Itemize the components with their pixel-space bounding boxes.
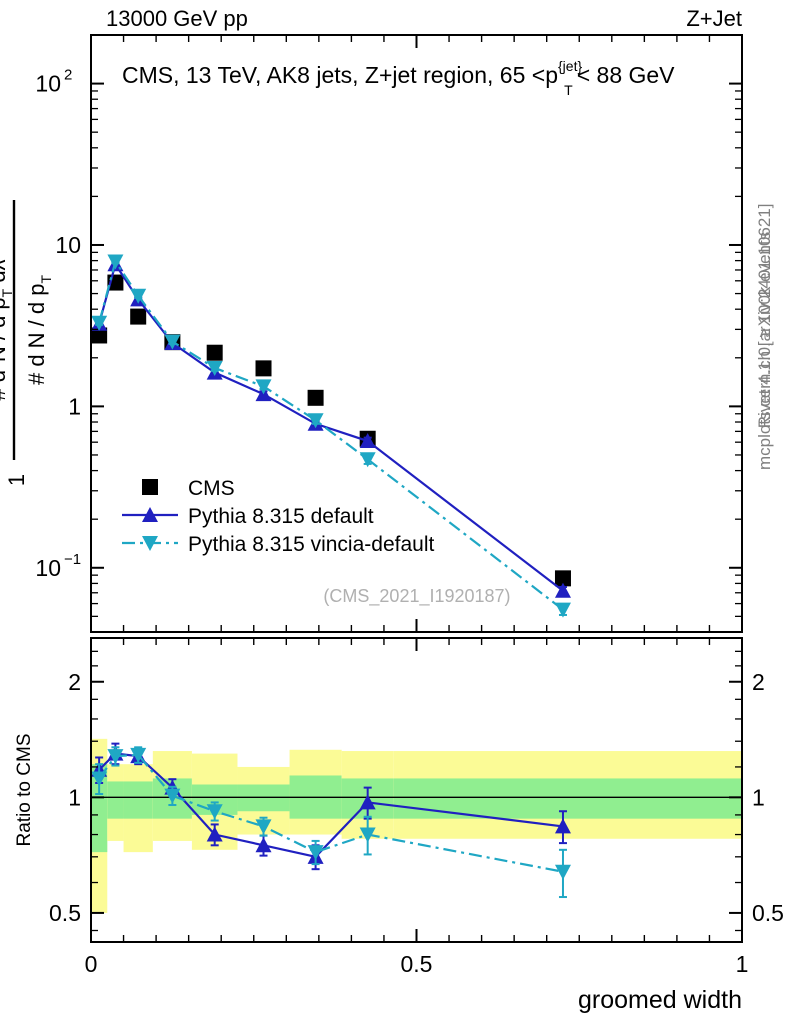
marker-triangle-down	[91, 315, 108, 331]
y-tick-exponent: 2	[64, 67, 72, 84]
marker-triangle-down	[107, 749, 124, 765]
y-tick-label: 10	[55, 232, 81, 258]
legend-item-3[interactable]: Pythia 8.315 vincia-default	[122, 533, 434, 556]
marker-square	[142, 479, 158, 495]
marker-triangle-down	[206, 804, 223, 820]
marker-triangle-up	[554, 582, 571, 598]
marker-square	[307, 389, 324, 406]
ratio-uncertainty-bands	[91, 738, 742, 913]
ratio-y-tick-label-right: 0.5	[752, 900, 784, 926]
y-label-rotated: # d2N / d pT dλ # d N / d pT 1	[0, 200, 54, 486]
series-3	[91, 254, 571, 618]
ratio-series-2	[91, 746, 571, 899]
marker-triangle-up	[255, 837, 272, 853]
header-left-label: 13000 GeV pp	[106, 6, 248, 31]
legend-item-2[interactable]: Pythia 8.315 default	[122, 505, 374, 528]
y-tick-label: 10	[35, 555, 61, 581]
marker-triangle-up	[142, 507, 158, 522]
marker-square	[255, 360, 272, 377]
marker-square	[206, 344, 223, 361]
marker-triangle-down	[359, 452, 376, 468]
analysis-id-watermark: (CMS_2021_I1920187)	[323, 586, 510, 607]
ratio-y-tick-label: 0.5	[49, 900, 81, 926]
series-line	[98, 258, 564, 611]
y-label-numerator: # d2N / d pT dλ	[0, 259, 15, 400]
marker-triangle-up	[359, 433, 376, 449]
ratio-y-tick-label-right: 1	[752, 784, 765, 810]
marker-triangle-up	[359, 794, 376, 810]
main-plot-frame	[90, 34, 743, 633]
marker-triangle-down	[91, 771, 108, 787]
band-inner	[123, 781, 153, 819]
marker-triangle-down	[107, 254, 124, 270]
band-inner	[91, 764, 108, 853]
marker-square	[91, 327, 108, 344]
marker-triangle-down	[130, 288, 147, 304]
x-tick-label: 0	[85, 951, 98, 977]
marker-triangle-down	[554, 864, 571, 880]
header-right-label: Z+Jet	[686, 6, 742, 31]
main-title: CMS, 13 TeV, AK8 jets, Z+jet region, 65 …	[122, 58, 675, 98]
band-inner	[107, 781, 124, 819]
rivet-version-label: Rivet 4.1.0, ≥ 100k events	[755, 232, 774, 428]
ratio-y-tick-label: 1	[68, 784, 81, 810]
y-tick-exponent: −1	[64, 551, 81, 568]
y-label-one: 1	[4, 474, 29, 486]
marker-triangle-down	[130, 747, 147, 763]
ratio-y-tick-label: 2	[68, 669, 81, 695]
marker-square	[130, 308, 147, 325]
marker-triangle-down	[164, 788, 181, 804]
marker-triangle-down	[554, 602, 571, 618]
y-tick-label: 1	[68, 393, 81, 419]
marker-triangle-up	[554, 818, 571, 834]
marker-triangle-down	[359, 827, 376, 843]
marker-triangle-down	[307, 845, 324, 861]
marker-triangle-down	[255, 819, 272, 835]
marker-triangle-up	[206, 826, 223, 842]
legend-label: Pythia 8.315 vincia-default	[188, 533, 434, 556]
x-tick-label: 0.5	[401, 951, 433, 977]
marker-triangle-down	[307, 413, 324, 429]
legend-label: CMS	[188, 477, 235, 500]
y-tick-label: 10	[35, 71, 61, 97]
mcplots-source-label: mcplots.cern.ch [arXiv:2401.10621]	[755, 204, 774, 470]
x-axis-label: groomed width	[578, 986, 742, 1014]
main-y-axis-label: # d2N / d pT dλ # d N / d pT 1	[0, 200, 54, 486]
x-tick-label: 1	[736, 951, 749, 977]
y-label-denominator: # d N / d pT	[24, 275, 54, 386]
marker-triangle-down	[206, 360, 223, 376]
ratio-plot-frame	[90, 637, 743, 943]
legend-item-1[interactable]: CMS	[142, 477, 235, 500]
legend-label: Pythia 8.315 default	[188, 505, 374, 528]
ratio-y-axis-label: Ratio to CMS	[14, 734, 35, 847]
marker-square	[554, 570, 571, 587]
marker-triangle-down	[255, 379, 272, 395]
legend: CMS Pythia 8.315 default Pythia 8.315 vinc…	[122, 477, 434, 556]
marker-triangle-down	[142, 536, 158, 551]
ratio-y-tick-label-right: 2	[752, 669, 765, 695]
marker-triangle-down	[164, 334, 181, 350]
